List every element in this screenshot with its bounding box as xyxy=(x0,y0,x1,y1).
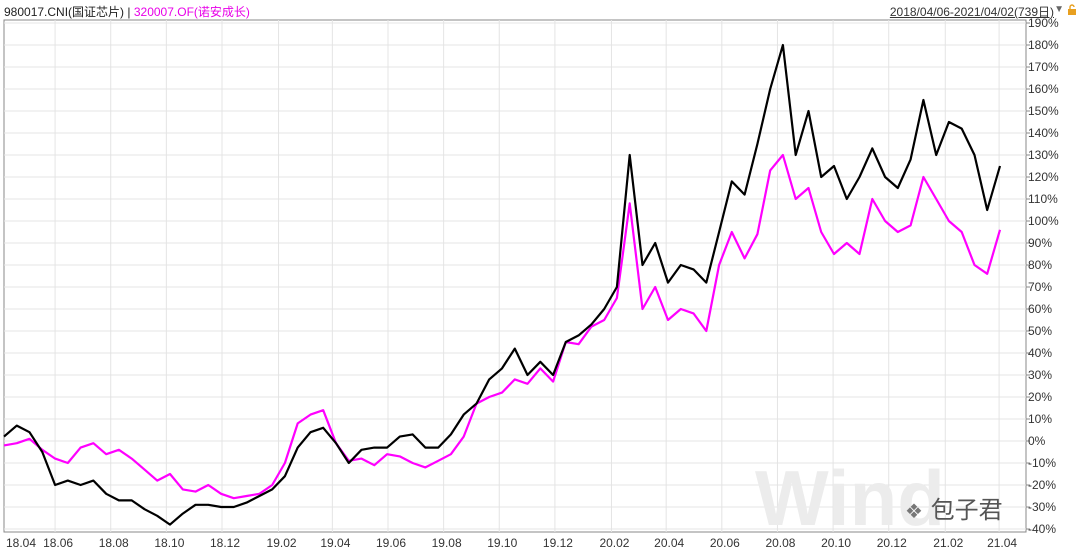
y-tick-label: 130% xyxy=(1028,148,1059,162)
y-axis-ticks: 190% 180% 170% 160% 150% 140% 130% 120% 110% 100%… xyxy=(1026,16,1059,536)
x-tick-label: 19.02 xyxy=(267,536,297,550)
y-tick-label: 160% xyxy=(1028,82,1059,96)
x-tick-label: 19.10 xyxy=(487,536,517,550)
y-tick-label: 120% xyxy=(1028,170,1059,184)
y-tick-label: 100% xyxy=(1028,214,1059,228)
y-tick-label: 190% xyxy=(1028,16,1059,30)
y-tick-label: 10% xyxy=(1028,412,1052,426)
x-tick-label: 19.08 xyxy=(432,536,462,550)
account-name: 包子君 xyxy=(930,496,1003,524)
chevron-down-icon[interactable]: ▼ xyxy=(1054,4,1064,15)
x-tick-label: 20.02 xyxy=(599,536,629,550)
y-tick-label: -10% xyxy=(1028,456,1056,470)
x-tick-label: 18.08 xyxy=(99,536,129,550)
series1-line xyxy=(3,43,1002,526)
x-tick-label: 19.12 xyxy=(543,536,573,550)
y-tick-label: 140% xyxy=(1028,126,1059,140)
x-tick-label: 20.10 xyxy=(821,536,851,550)
series2-legend[interactable]: 320007.OF(诺安成长) xyxy=(133,5,250,19)
y-tick-label: 50% xyxy=(1028,324,1052,338)
x-tick-label: 20.08 xyxy=(765,536,795,550)
y-tick-label: 170% xyxy=(1028,60,1059,74)
y-tick-label: 30% xyxy=(1028,368,1052,382)
x-tick-label: 18.06 xyxy=(43,536,73,550)
x-tick-label: 21.02 xyxy=(933,536,963,550)
x-tick-label: 18.04 xyxy=(6,536,36,550)
y-tick-label: 90% xyxy=(1028,236,1052,250)
date-range-selector[interactable]: 2018/04/06-2021/04/02(739日) xyxy=(889,5,1054,19)
y-tick-label: 20% xyxy=(1028,390,1052,404)
grid-lines xyxy=(3,19,1027,533)
chart-header: 980017.CNI(国证芯片) | 320007.OF(诺安成长) xyxy=(4,3,250,20)
y-tick-label: -20% xyxy=(1028,478,1056,492)
series2-line xyxy=(3,153,1002,500)
series1-legend[interactable]: 980017.CNI(国证芯片) xyxy=(4,5,125,19)
y-tick-label: 40% xyxy=(1028,346,1052,360)
plot-frame xyxy=(3,19,1027,533)
lock-icon[interactable] xyxy=(1067,4,1077,15)
y-tick-label: 150% xyxy=(1028,104,1059,118)
x-tick-label: 19.06 xyxy=(376,536,406,550)
y-tick-label: 0% xyxy=(1028,434,1046,448)
series-lines xyxy=(3,43,1002,526)
x-tick-label: 20.12 xyxy=(877,536,907,550)
x-tick-label: 20.06 xyxy=(710,536,740,550)
x-tick-label: 20.04 xyxy=(654,536,684,550)
y-tick-label: -40% xyxy=(1028,522,1056,536)
y-tick-label: -30% xyxy=(1028,500,1056,514)
x-axis-ticks: 18.04 18.06 18.08 18.10 18.12 19.02 19.04 19.06… xyxy=(6,536,1017,550)
x-tick-label: 21.04 xyxy=(987,536,1017,550)
wechat-icon: ❖ xyxy=(905,499,923,523)
y-tick-label: 110% xyxy=(1028,192,1058,206)
account-watermark: ❖ 包子君 xyxy=(905,490,1003,525)
legend-separator: | xyxy=(127,5,131,19)
y-tick-label: 60% xyxy=(1028,302,1052,316)
y-tick-label: 80% xyxy=(1028,258,1052,272)
y-tick-label: 180% xyxy=(1028,38,1059,52)
y-tick-label: 70% xyxy=(1028,280,1052,294)
x-tick-label: 18.10 xyxy=(154,536,184,550)
x-tick-label: 19.04 xyxy=(320,536,350,550)
x-tick-label: 18.12 xyxy=(210,536,240,550)
